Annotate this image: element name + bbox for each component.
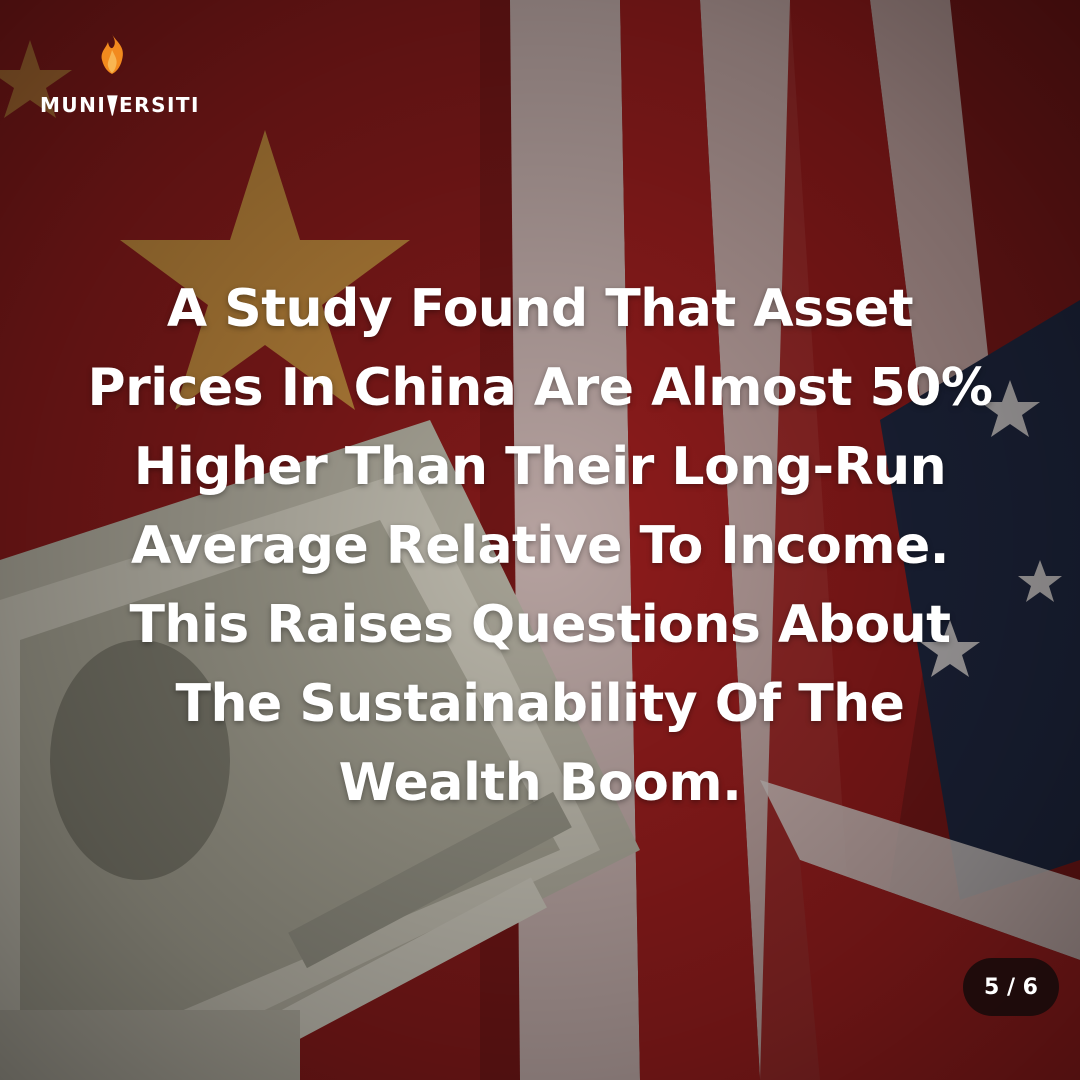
headline-line-7: Wealth Boom.	[338, 753, 742, 813]
muniversiti-logo: MUNI ERSITI	[40, 32, 210, 132]
headline-line-6: The Sustainability Of The	[175, 674, 905, 734]
headline-line-4: Average Relative To Income.	[130, 516, 950, 576]
torch-icon	[107, 95, 118, 116]
slide-pager-badge: 5 / 6	[963, 958, 1059, 1016]
logo-wordmark: MUNI ERSITI	[40, 90, 200, 120]
logo-text-left: MUNI	[40, 93, 107, 117]
headline-line-2: Prices In China Are Almost 50%	[87, 358, 993, 418]
headline-line-3: Higher Than Their Long-Run	[133, 437, 947, 497]
flame-icon	[101, 34, 123, 74]
headline-line-1: A Study Found That Asset	[166, 279, 914, 339]
headline-line-5: This Raises Questions About	[129, 595, 951, 655]
headline-text: A Study Found That Asset Prices In China…	[40, 270, 1040, 823]
logo-text-right: ERSITI	[119, 93, 200, 117]
